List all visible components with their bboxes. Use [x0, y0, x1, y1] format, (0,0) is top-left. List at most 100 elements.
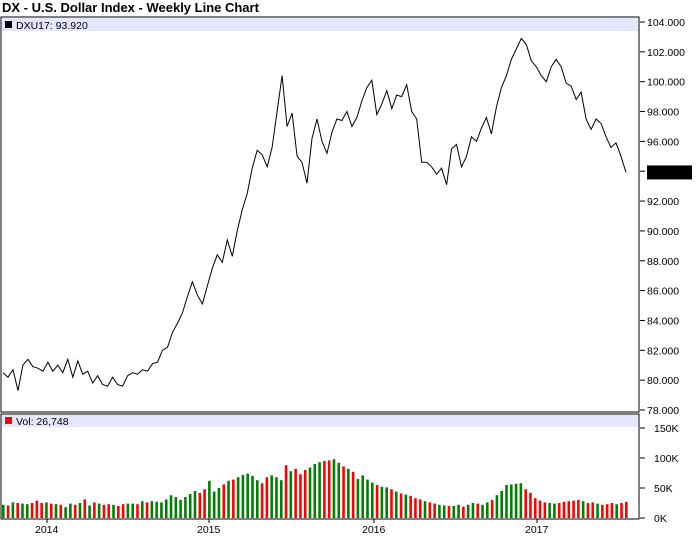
price-y-tick-label: 78.000 [647, 405, 679, 417]
volume-bar [279, 480, 283, 518]
volume-bar [323, 461, 326, 518]
volume-bar [155, 501, 158, 518]
price-y-tick-label: 82.000 [647, 345, 679, 357]
volume-bar [361, 475, 365, 518]
volume-bar [102, 504, 106, 518]
price-y-tick-label: 98.000 [647, 107, 679, 119]
volume-bar [404, 494, 408, 518]
price-y-tick-label: 88.000 [647, 256, 679, 268]
volume-y-axis: 0K 50K 100K 150K [640, 423, 679, 525]
volume-bar [88, 505, 91, 518]
volume-bar [126, 503, 130, 518]
volume-bar [25, 504, 29, 518]
volume-bar [117, 506, 120, 518]
volume-bar [140, 501, 144, 518]
volume-bar [596, 503, 599, 518]
volume-bar [69, 503, 72, 518]
volume-bar [428, 502, 432, 518]
volume-bar [222, 484, 226, 518]
volume-bar [246, 473, 250, 518]
volume-bar [107, 504, 111, 518]
volume-bar [615, 504, 619, 518]
price-legend-swatch [5, 21, 12, 28]
volume-bar [179, 500, 182, 518]
volume-bar [236, 477, 240, 518]
volume-bar [184, 497, 187, 518]
volume-bar [557, 503, 561, 518]
x-tick-label: 2017 [525, 524, 549, 536]
volume-bar [59, 504, 63, 518]
volume-bar [375, 485, 379, 518]
volume-bar [390, 489, 393, 518]
volume-bar [418, 499, 422, 518]
volume-bar [620, 503, 623, 518]
volume-bar [380, 486, 384, 518]
volume-bar [198, 492, 202, 518]
volume-legend-band [2, 415, 638, 427]
volume-bar [495, 495, 499, 518]
volume-bar [318, 462, 321, 518]
price-y-tick-label: 96.000 [647, 136, 679, 148]
volume-bar [409, 495, 412, 518]
price-y-axis: 78.000 80.000 82.000 84.000 86.000 88.000 90.0… [640, 17, 685, 417]
volume-bar [462, 506, 465, 518]
volume-bar [188, 494, 192, 518]
price-line [2, 37, 627, 391]
volume-bar [112, 504, 115, 518]
last-price-label: 93.920 [648, 167, 680, 179]
volume-bar [289, 471, 293, 518]
volume-bar [610, 503, 614, 518]
volume-bar [337, 462, 341, 518]
volume-bar [241, 474, 245, 518]
volume-bar [500, 491, 503, 518]
volume-bar [466, 504, 470, 518]
price-y-tick-label: 80.000 [647, 375, 679, 387]
volume-bar [524, 489, 527, 518]
volume-y-tick-label: 150K [654, 423, 679, 435]
volume-bar [270, 475, 273, 518]
volume-y-tick-label: 0K [654, 513, 667, 525]
volume-bar [203, 489, 206, 518]
volume-bar [327, 460, 331, 518]
volume-bar [64, 507, 67, 518]
x-tick-label: 2014 [35, 524, 59, 536]
price-y-tick-label: 102.000 [647, 47, 685, 59]
volume-bar [260, 483, 264, 518]
volume-bar [438, 504, 441, 518]
volume-bar [49, 503, 53, 518]
volume-bar [399, 493, 403, 518]
price-legend-label: DXU17: 93.920 [16, 20, 88, 32]
volume-bar [577, 500, 580, 518]
x-tick-label: 2015 [197, 524, 221, 536]
volume-bar [553, 503, 556, 518]
volume-bar [174, 497, 178, 518]
volume-bar [601, 504, 604, 518]
volume-bar [543, 502, 547, 518]
volume-bar [548, 503, 551, 518]
volume-bar [452, 506, 456, 518]
volume-bar [414, 498, 417, 518]
volume-bar [164, 499, 168, 518]
volume-bar [433, 503, 436, 518]
volume-bar [486, 502, 489, 518]
volume-bar [625, 501, 628, 518]
volume-bar [567, 501, 571, 518]
volume-bar [6, 505, 10, 518]
x-tick-label: 2016 [362, 524, 386, 536]
volume-bar [562, 501, 566, 518]
volume-bar [356, 479, 360, 518]
volume-bar [342, 466, 345, 518]
volume-bar [351, 471, 355, 518]
volume-bar [533, 498, 537, 518]
price-y-tick-label: 86.000 [647, 286, 679, 298]
volume-bar [227, 480, 230, 518]
volume-bar [54, 504, 58, 518]
volume-bar [366, 479, 369, 518]
volume-bar [160, 502, 163, 518]
volume-bar [212, 491, 216, 518]
price-legend-band [2, 18, 638, 31]
volume-bar [586, 503, 590, 518]
volume-bar [572, 500, 575, 518]
volume-bar [591, 502, 595, 518]
volume-legend-swatch [5, 417, 12, 424]
